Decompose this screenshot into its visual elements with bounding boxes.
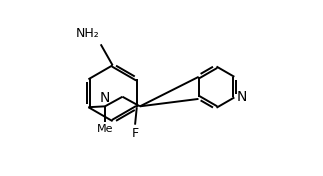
Text: N: N [100,92,110,105]
Text: Me: Me [97,124,113,134]
Text: F: F [131,127,139,140]
Text: NH₂: NH₂ [76,27,100,40]
Text: N: N [236,90,247,104]
